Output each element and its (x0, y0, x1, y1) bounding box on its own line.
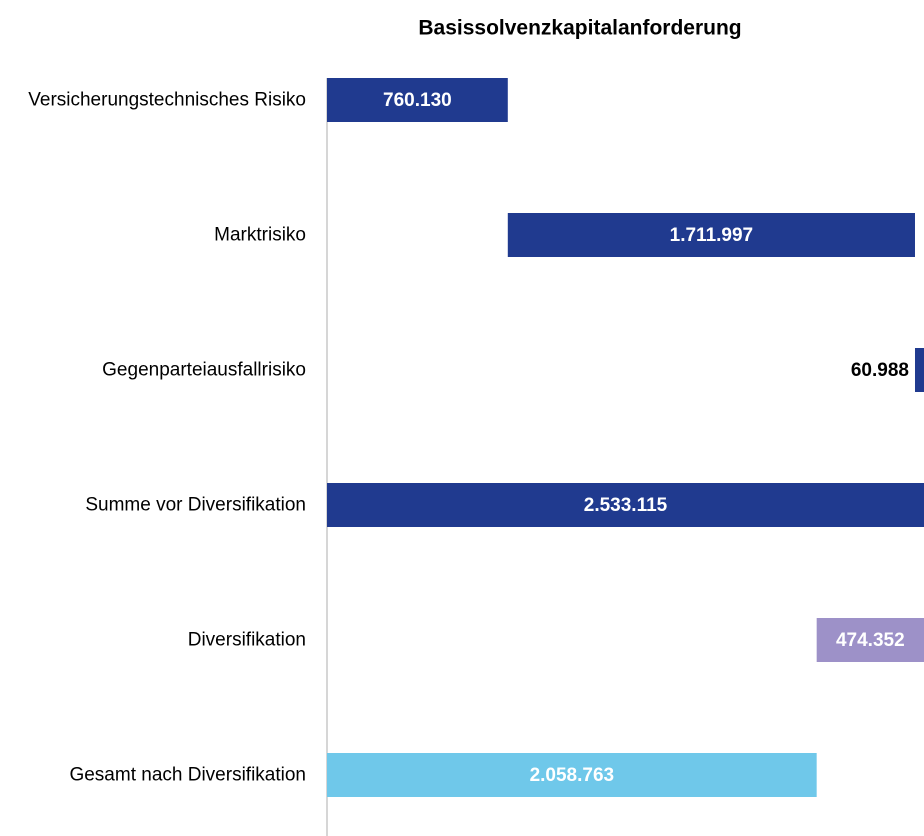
category-label: Gesamt nach Diversifikation (69, 764, 306, 786)
bar (327, 753, 817, 797)
bar (816, 618, 924, 662)
category-label: Summe vor Diversifikation (85, 494, 306, 516)
bar (507, 213, 915, 257)
category-label: Versicherungstechnisches Risiko (28, 89, 306, 111)
bar (327, 78, 508, 122)
category-label: Marktrisiko (214, 224, 306, 246)
value-label: 474.352 (836, 630, 905, 651)
value-label: 760.130 (383, 90, 452, 111)
value-label: 1.711.997 (670, 225, 753, 246)
category-label: Diversifikation (187, 629, 306, 651)
bar (914, 348, 924, 392)
value-label: 2.058.763 (530, 765, 615, 786)
value-label: 2.533.115 (584, 495, 668, 516)
category-label: Gegenparteiausfallrisiko (102, 359, 306, 381)
bars (327, 78, 924, 797)
value-label: 60.988 (851, 360, 909, 381)
chart-title: Basissolvenzkapitalanforderung (418, 17, 741, 40)
bar (327, 483, 924, 527)
